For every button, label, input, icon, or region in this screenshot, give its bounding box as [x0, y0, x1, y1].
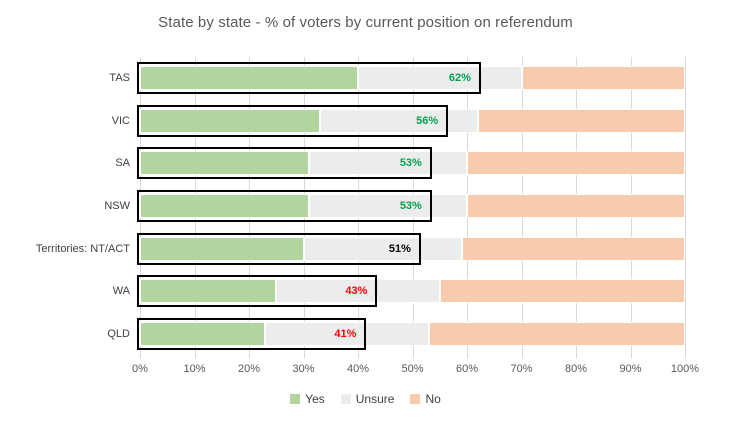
legend-swatch-no [410, 394, 421, 404]
yes-segment [140, 236, 304, 261]
highlight-box: 53% [137, 147, 432, 180]
bar-row: 53% [137, 185, 685, 228]
unsure-segment [303, 236, 462, 261]
unsure-segment [308, 194, 467, 218]
yes-segment [140, 66, 358, 91]
x-tick-label: 0% [132, 363, 148, 375]
x-tick-label: 100% [670, 363, 700, 375]
legend-item-no: No [410, 392, 441, 406]
box-label: 62% [448, 72, 471, 85]
no-segment [461, 236, 685, 261]
bar-row: 62% [137, 57, 685, 100]
yes-segment [140, 194, 309, 218]
bar-row: 51% [137, 227, 685, 270]
bar-row: 53% [137, 142, 685, 185]
legend-label: Yes [305, 392, 325, 406]
unsure-segment [319, 108, 478, 133]
box-label: 56% [416, 114, 439, 127]
category-label: VIC [111, 114, 130, 127]
category-label: QLD [107, 327, 130, 340]
legend-label: Unsure [355, 392, 395, 406]
box-label: 41% [334, 327, 357, 340]
x-tick-label: 20% [237, 363, 261, 375]
x-tick-label: 90% [619, 363, 642, 375]
legend: Yes Unsure No [0, 392, 731, 406]
highlight-box: 43% [137, 275, 378, 308]
unsure-segment [265, 321, 429, 346]
legend-swatch-yes [290, 394, 301, 404]
x-tick-label: 70% [510, 363, 533, 375]
highlight-box: 62% [137, 62, 481, 95]
unsure-segment [308, 151, 467, 176]
no-segment [521, 66, 685, 91]
bar-row: 41% [137, 312, 685, 355]
x-tick-label: 80% [564, 363, 588, 375]
legend-item-yes: Yes [290, 392, 325, 406]
highlight-box: 53% [137, 190, 432, 222]
highlight-box: 51% [137, 232, 421, 265]
legend-label: No [425, 392, 441, 406]
yes-segment [140, 279, 277, 304]
yes-segment [140, 108, 320, 133]
x-tick-label: 30% [292, 363, 315, 375]
highlight-box: 41% [137, 317, 367, 350]
no-segment [428, 321, 685, 346]
category-label: WA [112, 285, 130, 298]
yes-segment [140, 151, 309, 176]
category-label: TAS [109, 72, 130, 85]
no-segment [477, 108, 685, 133]
unsure-segment [276, 279, 440, 304]
no-segment [467, 194, 685, 218]
yes-segment [140, 321, 266, 346]
category-label: NSW [104, 199, 130, 212]
value-axis: 0% 10% 20% 30% 40% 50% 60% 70% 80% 90% 100% [132, 363, 699, 379]
bar-row: 56% [137, 100, 685, 143]
no-segment [439, 279, 685, 304]
box-label: 51% [388, 242, 411, 255]
bar-row: 43% [137, 270, 685, 313]
box-label: 43% [345, 285, 368, 298]
x-tick-label: 40% [346, 363, 370, 375]
category-label: Territories: NT/ACT [35, 242, 130, 255]
box-label: 53% [399, 200, 422, 212]
unsure-segment [358, 66, 522, 91]
category-label: SA [115, 157, 130, 170]
legend-item-unsure: Unsure [340, 392, 395, 406]
no-segment [467, 151, 685, 176]
chart-title: State by state - % of voters by current … [158, 14, 573, 31]
x-tick-label: 60% [455, 363, 479, 375]
gridline [685, 57, 686, 358]
category-axis: TAS VIC SA NSW Territories: NT/ACT WA QLD [0, 57, 130, 355]
x-tick-label: 10% [183, 363, 206, 375]
plot-area: 62% 56% 53% 53% 51% 43% 41% [137, 57, 686, 358]
highlight-box: 56% [137, 104, 449, 137]
x-tick-label: 50% [401, 363, 424, 375]
box-label: 53% [399, 157, 422, 170]
legend-swatch-unsure [340, 394, 351, 404]
